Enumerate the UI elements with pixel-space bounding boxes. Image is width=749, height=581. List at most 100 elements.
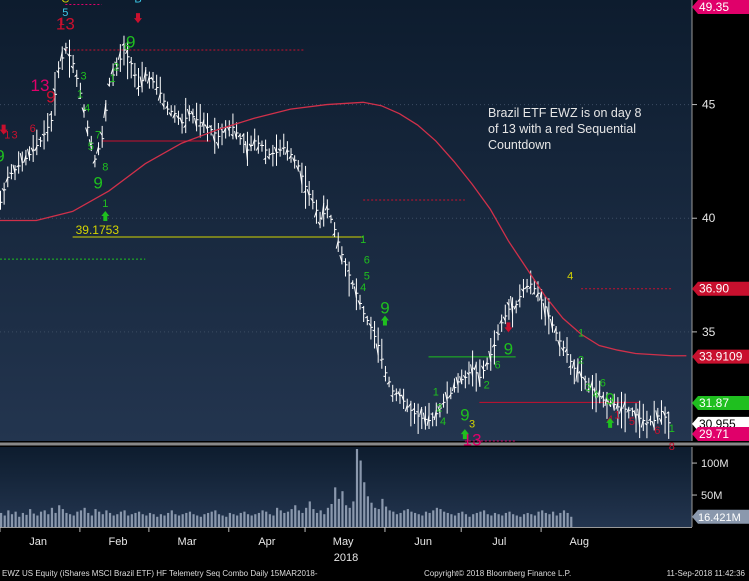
- volume-bar: [308, 501, 311, 527]
- volume-bar: [18, 516, 21, 527]
- annotation-label: 4: [567, 271, 573, 283]
- price-label-box: [692, 0, 749, 14]
- volume-bar: [301, 512, 304, 527]
- volume-bar: [272, 515, 275, 527]
- bar-open-tick: [49, 113, 52, 116]
- volume-bar: [36, 515, 39, 527]
- volume-bar: [39, 511, 43, 527]
- ohlc-bar: [379, 338, 384, 369]
- bar-open-tick: [41, 133, 45, 136]
- ohlc-bar: [499, 314, 504, 332]
- ohlc-bar: [484, 357, 490, 370]
- volume-bar: [537, 511, 540, 527]
- volume-bar: [185, 512, 188, 527]
- ohlc-bar: [433, 402, 439, 427]
- annotation-label: 8: [669, 441, 675, 453]
- volume-bar: [261, 510, 264, 527]
- bar-open-tick: [201, 119, 205, 128]
- bar-open-tick: [335, 240, 339, 249]
- volume-bar: [384, 506, 388, 527]
- volume-bar: [246, 514, 250, 527]
- bar-open-tick: [437, 406, 441, 414]
- ohlc-bar: [633, 403, 639, 433]
- volume-bar: [174, 514, 177, 527]
- ohlc-bar: [383, 365, 388, 382]
- bar-open-tick: [462, 375, 466, 379]
- volume-bar: [548, 514, 551, 527]
- ohlc-bar: [277, 139, 283, 157]
- ohlc-bar: [306, 181, 312, 206]
- bar-open-tick: [241, 133, 245, 138]
- volume-bar: [54, 512, 57, 527]
- bar-open-tick: [524, 285, 528, 289]
- annotation-label: 5: [62, 7, 68, 19]
- annotation-label: 1: [669, 423, 675, 435]
- ohlc-bar: [335, 232, 341, 252]
- ohlc-bar: [412, 402, 417, 424]
- volume-bar: [14, 511, 17, 527]
- x-tick-label: May: [333, 536, 354, 548]
- annotation-label: 2: [484, 380, 490, 392]
- volume-bar: [428, 512, 431, 527]
- bar-open-tick: [176, 115, 179, 119]
- x-tick-label: Jul: [492, 536, 506, 548]
- ohlc-bar: [513, 300, 519, 314]
- annotation-label: 3: [585, 382, 591, 394]
- volume-bar: [29, 509, 32, 527]
- arrow-down-icon: [0, 124, 8, 135]
- volume-bar: [374, 507, 377, 527]
- ohlc-bar: [328, 214, 333, 224]
- volume-bar: [326, 507, 330, 527]
- ohlc-bar: [205, 113, 210, 142]
- ohlc-bar: [597, 380, 602, 404]
- volume-bar: [352, 501, 355, 527]
- price-label: 29.71: [692, 427, 749, 441]
- price-label-box: [692, 427, 749, 441]
- volume-bar: [319, 510, 322, 527]
- bar-open-tick: [422, 412, 426, 425]
- ohlc-bar: [172, 105, 177, 123]
- bar-open-tick: [154, 88, 157, 91]
- annotation-label: 6: [364, 255, 370, 267]
- price-label: 31.87: [692, 396, 749, 411]
- volume-bar: [101, 514, 104, 527]
- ohlc-bar: [553, 326, 559, 342]
- volume-bar: [315, 512, 319, 527]
- volume-bar: [3, 515, 6, 527]
- bar-open-tick: [553, 327, 557, 334]
- bar-open-tick: [136, 86, 139, 90]
- price-label-box: [692, 349, 749, 364]
- bar-open-tick: [215, 141, 219, 147]
- ohlc-bar: [49, 111, 54, 132]
- bar-open-tick: [230, 133, 234, 137]
- ohlc-bar: [611, 393, 617, 411]
- volume-bar: [479, 511, 482, 527]
- ohlc-bar: [470, 350, 475, 387]
- ohlc-bar: [161, 93, 166, 110]
- volume-bar: [21, 512, 24, 527]
- ohlc-bar: [63, 42, 68, 54]
- volume-bar: [148, 512, 152, 527]
- ohlc-bar: [41, 120, 47, 150]
- volume-bar: [566, 512, 569, 527]
- ohlc-bar: [375, 327, 381, 363]
- ohlc-bar: [390, 384, 395, 402]
- volume-bar: [453, 515, 457, 527]
- volume-bar: [559, 512, 562, 527]
- bar-open-tick: [542, 302, 546, 317]
- price-bars: [0, 35, 671, 439]
- volume-bar: [515, 515, 518, 527]
- volume-bar: [236, 515, 239, 527]
- ohlc-bar: [150, 71, 156, 89]
- volume-bar: [192, 514, 195, 527]
- bar-open-tick: [139, 76, 143, 89]
- ohlc-bar: [237, 133, 243, 145]
- bar-open-tick: [27, 148, 31, 159]
- note-text: Brazil ETF EWZ is on day 8 of 13 with a r…: [488, 106, 642, 152]
- volume-bar: [530, 514, 533, 527]
- ohlc-bar: [353, 278, 359, 311]
- ohlc-bar: [99, 125, 105, 148]
- volume-bar: [43, 510, 46, 527]
- ohlc-bar: [455, 373, 461, 393]
- bar-open-tick: [441, 402, 444, 405]
